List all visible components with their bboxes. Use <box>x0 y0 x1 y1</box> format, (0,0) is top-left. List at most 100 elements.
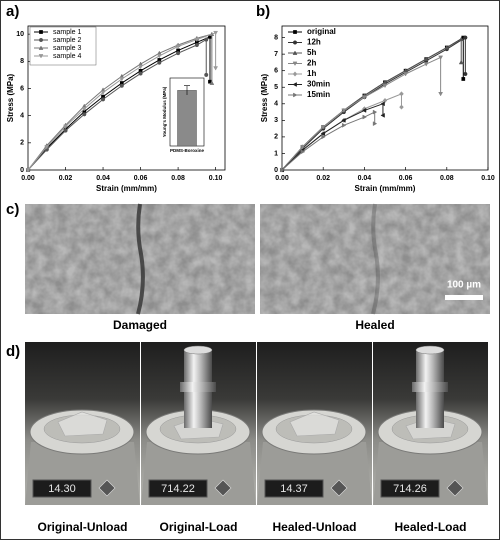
photo-label: Original-Load <box>160 520 238 534</box>
photo: 714.22 <box>141 342 256 505</box>
marker <box>280 167 285 173</box>
marker <box>209 80 215 85</box>
legend-label: 12h <box>307 38 321 47</box>
marker <box>341 108 347 113</box>
marker <box>81 107 87 112</box>
y-tick-label: 1 <box>274 150 278 157</box>
y-tick-label: 4 <box>20 113 24 120</box>
x-tick-label: 0.08 <box>440 175 454 182</box>
legend-label: 1h <box>307 69 316 78</box>
marker <box>463 35 468 40</box>
micrograph-label: Healed <box>355 318 394 332</box>
series-line <box>281 36 464 171</box>
photo: 14.37 <box>257 342 372 505</box>
marker <box>458 59 464 65</box>
legend-label: sample 4 <box>53 53 82 60</box>
marker <box>138 71 143 76</box>
x-tick-label: 0.08 <box>171 175 185 182</box>
y-axis-label: Stress (MPa) <box>6 73 15 122</box>
marker <box>382 83 388 89</box>
x-tick-label: 0.10 <box>209 175 223 182</box>
marker <box>341 117 346 123</box>
x-axis-label: Strain (mm/mm) <box>355 184 416 193</box>
series-line <box>281 111 376 171</box>
x-axis-label: Strain (mm/mm) <box>96 184 157 193</box>
x-tick-label: 0.02 <box>59 175 73 182</box>
marker <box>213 66 219 71</box>
marker <box>204 37 209 42</box>
plot-frame <box>27 25 226 171</box>
scale-button <box>446 479 464 497</box>
x-tick-label: 0.00 <box>21 175 35 182</box>
photo-label: Original-Unload <box>38 520 128 534</box>
marker <box>82 112 87 117</box>
y-tick-label: 8 <box>20 58 24 65</box>
marker <box>300 149 306 155</box>
x-tick-label: 0.06 <box>399 175 413 182</box>
marker <box>463 71 468 77</box>
display <box>148 479 208 498</box>
photo-label: Healed-Unload <box>272 520 356 534</box>
marker <box>44 145 50 150</box>
series-line <box>27 33 213 171</box>
marker <box>156 54 162 59</box>
legend-label: sample 1 <box>53 29 82 36</box>
y-axis-label: Stress (MPa) <box>260 73 269 122</box>
marker <box>63 128 68 133</box>
sample <box>57 411 108 437</box>
legend-label: 5h <box>307 48 316 57</box>
series-line <box>27 36 211 171</box>
marker <box>361 107 367 113</box>
series-line <box>281 103 384 171</box>
y-tick-label: 5 <box>274 84 278 91</box>
marker <box>372 109 378 115</box>
marker <box>458 36 464 42</box>
marker <box>399 91 404 97</box>
photo: 714.26 <box>373 342 488 505</box>
panel-label: b) <box>256 3 270 20</box>
x-tick-label: 0.04 <box>358 175 372 182</box>
legend-label: 30min <box>307 80 330 89</box>
y-tick-label: 3 <box>274 117 278 124</box>
weight-top <box>415 345 445 355</box>
marker <box>194 37 200 43</box>
panel-label: a) <box>6 3 19 20</box>
marker <box>175 44 181 49</box>
marker <box>293 92 298 98</box>
scale-button <box>214 479 232 497</box>
marker <box>423 56 429 61</box>
marker <box>100 97 106 102</box>
panel-label: d) <box>6 343 20 360</box>
marker <box>292 50 298 55</box>
plot-frame <box>281 25 489 171</box>
marker <box>38 37 44 43</box>
marker <box>100 90 106 96</box>
marker <box>403 72 409 77</box>
display-value: 714.26 <box>393 483 427 495</box>
marker <box>438 92 444 97</box>
photo: 14.30 <box>25 342 140 505</box>
scale-bar-label: 100 µm <box>447 280 481 291</box>
crack <box>136 203 145 315</box>
y-tick-label: 0 <box>274 167 278 174</box>
display <box>380 479 440 498</box>
x-tick-label: 0.04 <box>96 175 110 182</box>
marker <box>341 122 347 128</box>
weight-collar <box>180 382 216 392</box>
marker <box>204 72 209 77</box>
x-tick-label: 0.10 <box>481 175 495 182</box>
display <box>264 479 324 498</box>
marker <box>300 144 306 150</box>
scale-button <box>98 479 116 497</box>
x-tick-label: 0.00 <box>275 175 289 182</box>
sample <box>289 411 340 437</box>
x-tick-label: PDMS-Boroxine <box>170 148 205 153</box>
marker <box>25 168 31 173</box>
marker <box>461 77 466 81</box>
y-tick-label: 10 <box>16 31 24 38</box>
series-line <box>281 56 442 171</box>
display-value: 714.22 <box>161 483 195 495</box>
y-tick-label: 0 <box>20 167 24 174</box>
marker <box>119 77 125 82</box>
